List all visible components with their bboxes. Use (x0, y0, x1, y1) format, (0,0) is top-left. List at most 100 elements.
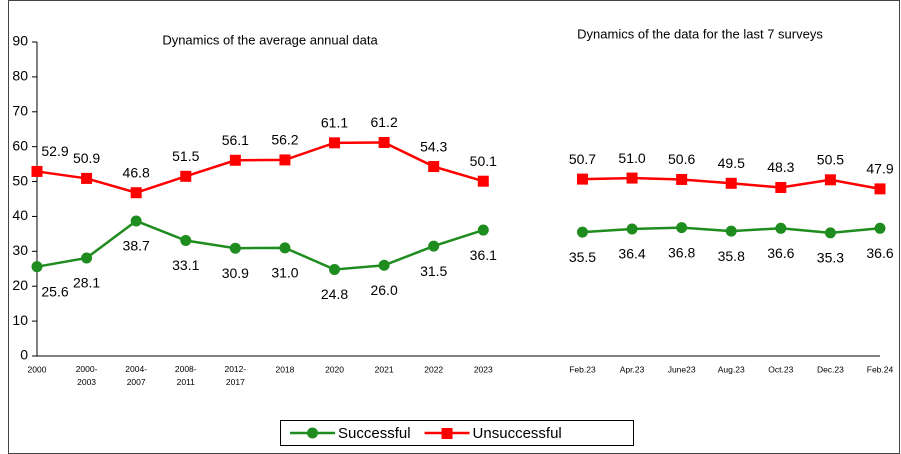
legend-label: Unsuccessful (473, 425, 562, 442)
annotation: Dynamics of the average annual data (162, 32, 378, 47)
marker (428, 161, 440, 173)
marker (428, 240, 440, 252)
data-label: 49.5 (718, 155, 745, 171)
data-label: 48.3 (767, 159, 794, 175)
marker (576, 226, 588, 238)
marker (477, 224, 489, 236)
x-tick-label: June23 (668, 364, 696, 374)
y-tick-label: 10 (12, 312, 28, 328)
x-tick-label: 2000-2003 (76, 364, 98, 387)
marker (874, 222, 886, 234)
annotation: Dynamics of the data for the last 7 surv… (577, 26, 823, 41)
x-tick-label: 2018 (275, 364, 294, 374)
marker (279, 154, 291, 166)
marker (824, 174, 836, 186)
marker (874, 183, 886, 195)
x-tick-label: 2021 (375, 364, 394, 374)
marker (576, 173, 588, 185)
marker (31, 165, 43, 177)
y-tick-label: 30 (12, 242, 28, 258)
x-tick-label: 2023 (474, 364, 493, 374)
y-tick-label: 50 (12, 172, 28, 188)
legend-marker (307, 427, 318, 439)
x-tick-label: 2020 (325, 364, 344, 374)
data-label: 30.9 (222, 265, 249, 281)
marker (229, 154, 241, 166)
marker (81, 172, 93, 184)
data-label: 51.0 (618, 150, 645, 166)
y-tick-label: 0 (20, 347, 28, 363)
marker (180, 170, 192, 182)
data-label: 33.1 (172, 257, 199, 273)
y-tick-label: 70 (12, 102, 28, 118)
data-label: 36.6 (767, 245, 794, 261)
x-tick-label: Feb.23 (569, 364, 596, 374)
legend-label: Successful (338, 425, 411, 442)
data-label: 26.0 (370, 282, 397, 298)
marker (824, 227, 836, 239)
data-label: 31.0 (271, 265, 298, 281)
data-label: 35.8 (718, 248, 745, 264)
marker (626, 223, 638, 235)
data-label: 56.1 (222, 132, 249, 148)
x-tick-label: Dec.23 (817, 364, 844, 374)
data-label: 50.1 (470, 153, 497, 169)
data-label: 50.7 (569, 151, 596, 167)
marker (378, 136, 390, 148)
marker (378, 259, 390, 271)
series-line (36, 141, 484, 195)
data-label: 54.3 (420, 138, 447, 154)
x-tick-label: Feb.24 (867, 364, 894, 374)
data-label: 35.5 (569, 249, 596, 265)
x-tick-label: Oct.23 (768, 364, 793, 374)
data-label: 61.1 (321, 115, 348, 131)
data-label: 50.6 (668, 151, 695, 167)
data-label: 35.3 (817, 250, 844, 266)
marker (775, 222, 787, 234)
data-label: 36.4 (618, 246, 645, 262)
marker (626, 172, 638, 184)
marker (676, 173, 688, 185)
marker (775, 181, 787, 193)
marker (31, 261, 43, 273)
y-tick-label: 90 (12, 33, 28, 49)
data-label: 50.5 (817, 152, 844, 168)
marker (130, 215, 142, 227)
x-tick-label: 2022 (424, 364, 443, 374)
data-label: 50.9 (73, 150, 100, 166)
data-label: 31.5 (420, 263, 447, 279)
x-tick-label: 2004-2007 (125, 364, 147, 387)
y-tick-label: 40 (12, 207, 28, 223)
series-line (36, 219, 484, 271)
marker (279, 242, 291, 254)
marker (130, 187, 142, 199)
x-tick-label: 2008-2011 (175, 364, 197, 387)
data-label: 28.1 (73, 275, 100, 291)
data-label: 47.9 (866, 161, 893, 177)
data-label: 46.8 (123, 164, 150, 180)
marker (81, 252, 93, 264)
y-tick-label: 20 (12, 277, 28, 293)
data-label: 38.7 (123, 238, 150, 254)
legend-marker (441, 428, 453, 439)
x-tick-label: 2012-2017 (224, 364, 246, 387)
y-tick-label: 60 (12, 137, 28, 153)
y-tick-label: 80 (12, 68, 28, 84)
data-label: 52.9 (41, 143, 68, 159)
marker (477, 175, 489, 187)
marker (329, 263, 341, 275)
data-label: 24.8 (321, 286, 348, 302)
marker (180, 235, 192, 247)
x-tick-label: Apr.23 (620, 364, 645, 374)
data-label: 36.1 (470, 247, 497, 263)
marker (329, 137, 341, 149)
data-label: 36.8 (668, 244, 695, 260)
legend: Successful Unsuccessful (280, 420, 634, 446)
data-label: 25.6 (41, 283, 68, 299)
data-label: 61.2 (370, 114, 397, 130)
data-label: 36.6 (866, 245, 893, 261)
data-label: 56.2 (271, 132, 298, 148)
marker (229, 242, 241, 254)
x-tick-label: Aug.23 (718, 364, 745, 374)
